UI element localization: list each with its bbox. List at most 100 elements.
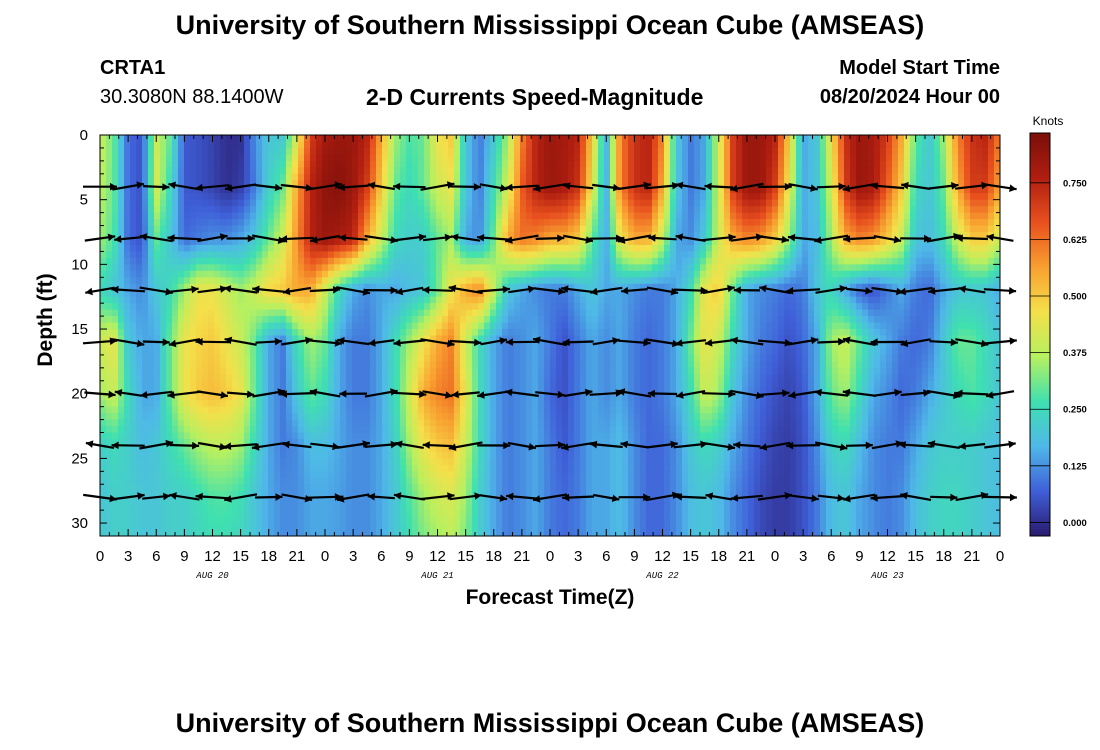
heatmap-cell: [700, 186, 707, 194]
heatmap-cell: [184, 225, 191, 233]
heatmap-cell: [856, 154, 863, 162]
heatmap-cell: [892, 232, 899, 240]
heatmap-cell: [592, 277, 599, 285]
heatmap-cell: [424, 270, 431, 278]
heatmap-cell: [136, 303, 143, 311]
heatmap-cell: [562, 329, 569, 337]
heatmap-cell: [526, 167, 533, 175]
heatmap-cell: [598, 257, 605, 265]
heatmap-cell: [766, 238, 773, 246]
heatmap-cell: [412, 296, 419, 304]
heatmap-cell: [946, 186, 953, 194]
heatmap-cell: [616, 257, 623, 265]
heatmap-cell: [736, 270, 743, 278]
heatmap-cell: [250, 257, 257, 265]
heatmap-cell: [520, 180, 527, 188]
heatmap-cell: [970, 212, 977, 220]
heatmap-cell: [412, 173, 419, 181]
heatmap-cell: [376, 257, 383, 265]
heatmap-cell: [868, 238, 875, 246]
heatmap-cell: [946, 141, 953, 149]
heatmap-cell: [100, 277, 107, 285]
heatmap-cell: [382, 135, 389, 143]
heatmap-cell: [892, 264, 899, 272]
heatmap-cell: [610, 322, 617, 330]
heatmap-cell: [808, 244, 815, 253]
heatmap-cell: [424, 329, 431, 337]
heatmap-cell: [388, 167, 395, 175]
heatmap-cell: [646, 322, 653, 330]
heatmap-cell: [448, 186, 455, 194]
heatmap-cell: [970, 219, 977, 227]
heatmap-cell: [748, 335, 755, 343]
heatmap-cell: [994, 309, 1000, 317]
heatmap-cell: [118, 322, 125, 330]
heatmap-cell: [136, 173, 143, 181]
heatmap-cell: [358, 225, 365, 233]
heatmap-cell: [982, 141, 989, 149]
heatmap-cell: [532, 296, 539, 304]
chart-title-top: University of Southern Mississippi Ocean…: [175, 10, 925, 40]
heatmap-cell: [982, 270, 989, 278]
heatmap-cell: [544, 296, 551, 304]
heatmap-cell: [964, 251, 971, 259]
heatmap-cell: [550, 335, 557, 343]
heatmap-cell: [322, 322, 329, 330]
heatmap-cell: [772, 309, 779, 317]
heatmap-cell: [346, 283, 353, 291]
heatmap-cell: [772, 303, 779, 311]
heatmap-cell: [544, 147, 551, 156]
heatmap-cell: [754, 244, 761, 253]
heatmap-cell: [616, 199, 623, 207]
heatmap-cell: [778, 316, 785, 324]
heatmap-cell: [754, 173, 761, 181]
heatmap-cell: [586, 283, 593, 291]
heatmap-cell: [838, 296, 845, 304]
heatmap-cell: [994, 180, 1000, 188]
heatmap-cell: [700, 277, 707, 285]
heatmap-cell: [832, 160, 839, 168]
heatmap-cell: [634, 316, 641, 324]
heatmap-cell: [358, 147, 365, 156]
heatmap-cell: [844, 283, 851, 291]
heatmap-cell: [328, 335, 335, 343]
heatmap-cell: [556, 212, 563, 220]
heatmap-cell: [916, 193, 923, 201]
heatmap-cell: [208, 277, 215, 285]
heatmap-cell: [598, 186, 605, 194]
heatmap-cell: [214, 270, 221, 278]
heatmap-cell: [304, 257, 311, 265]
heatmap-cell: [346, 135, 353, 143]
heatmap-cell: [964, 277, 971, 285]
heatmap-cell: [202, 167, 209, 175]
heatmap-cell: [478, 244, 485, 253]
heatmap-cell: [388, 225, 395, 233]
heatmap-cell: [244, 232, 251, 240]
heatmap-cell: [244, 251, 251, 259]
heatmap-cell: [514, 141, 521, 149]
heatmap-cell: [796, 219, 803, 227]
heatmap-cell: [976, 290, 983, 298]
heatmap-cell: [772, 173, 779, 181]
heatmap-cell: [814, 303, 821, 311]
heatmap-cell: [754, 264, 761, 272]
heatmap-cell: [808, 173, 815, 181]
heatmap-cell: [190, 147, 197, 156]
heatmap-cell: [124, 329, 131, 337]
heatmap-cell: [202, 135, 209, 143]
heatmap-cell: [718, 277, 725, 285]
heatmap-cell: [772, 199, 779, 207]
heatmap-cell: [850, 244, 857, 253]
heatmap-cell: [328, 296, 335, 304]
heatmap-cell: [832, 173, 839, 181]
heatmap-cell: [454, 277, 461, 285]
heatmap-cell: [232, 277, 239, 285]
heatmap-cell: [436, 141, 443, 149]
heatmap-cell: [568, 264, 575, 272]
heatmap-cell: [274, 283, 281, 291]
heatmap-cell: [400, 173, 407, 181]
heatmap-cell: [640, 335, 647, 343]
heatmap-cell: [148, 141, 155, 149]
heatmap-cell: [154, 167, 161, 175]
heatmap-cell: [826, 219, 833, 227]
